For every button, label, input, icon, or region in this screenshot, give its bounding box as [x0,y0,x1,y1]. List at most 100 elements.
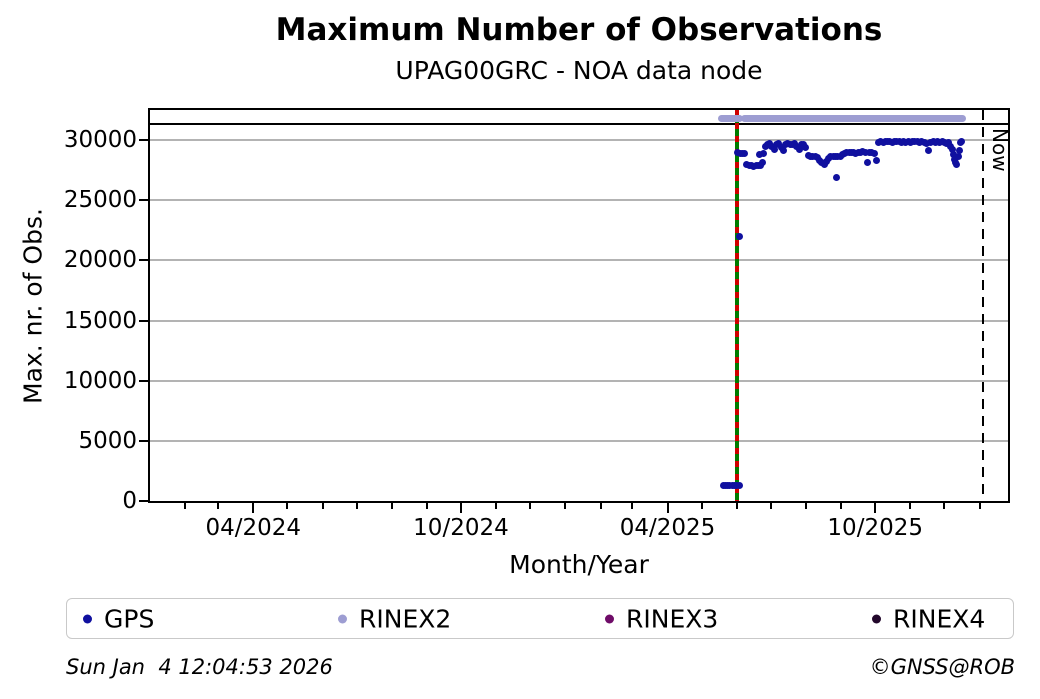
gps-data-point [953,160,961,168]
x-minor-tick [599,503,602,509]
x-minor-tick [700,503,703,509]
gps-data-point [957,138,965,146]
x-minor-tick [631,503,634,509]
gps-data-point [802,143,810,151]
x-major-tick [459,503,462,513]
x-minor-tick [564,503,567,509]
x-minor-tick [355,503,358,509]
plot-frame [148,108,1010,503]
gps-data-point [759,159,767,167]
gps-data-point [925,147,933,155]
legend: GPS RINEX2 RINEX3 RINEX4 [66,598,1014,639]
rinex2-marker-icon [338,614,347,623]
copyright: ©GNSS@ROB [869,655,1015,679]
gps-data-point [768,142,776,150]
x-minor-tick [217,503,220,509]
y-tick-label: 15000 [63,307,137,334]
y-tick-label: 10000 [63,367,137,394]
gridline [150,199,1008,202]
x-minor-tick [943,503,946,509]
now-label: Now [988,128,1013,172]
gps-data-point [741,149,749,157]
plot-area: Now [150,110,1013,501]
y-tick [139,319,148,322]
gps-data-point [948,146,956,154]
gridline [150,139,1008,142]
rinex2-availability-bar [740,114,967,123]
gridline [150,439,1008,442]
gps-data-point [946,142,954,150]
gps-data-point [922,139,930,147]
gps-data-point [779,147,787,155]
gps-data-point [863,159,871,167]
legend-item-rinex2: RINEX2 [338,606,451,631]
x-minor-tick [529,503,532,509]
x-minor-tick [804,503,807,509]
legend-label: RINEX4 [893,604,986,633]
y-tick-label: 30000 [63,127,137,154]
gridline [150,259,1008,262]
chart-title: Maximum Number of Observations [275,12,883,48]
rinex4-marker-icon [872,614,881,623]
gps-data-point [954,153,962,161]
gps-data-point [822,158,830,166]
y-tick [139,139,148,142]
event-line-dashed [735,110,739,501]
y-tick [139,259,148,262]
x-tick-label: 10/2025 [827,515,923,541]
gps-data-point [793,142,801,150]
x-major-tick [252,503,255,513]
gps-data-point [735,233,743,241]
x-minor-tick [184,503,187,509]
y-tick-label: 0 [122,488,137,514]
gps-data-point [861,149,869,157]
gps-marker-icon [83,614,92,623]
chart-subtitle: UPAG00GRC - NOA data node [395,56,763,85]
x-minor-tick [390,503,393,509]
legend-item-rinex3: RINEX3 [605,606,718,631]
gps-data-point [951,155,959,163]
x-tick-label: 04/2024 [205,515,302,541]
max-threshold-line [150,122,1008,126]
x-minor-tick [978,503,981,509]
x-minor-tick [909,503,912,509]
gps-data-point [950,151,958,158]
gps-data-point [945,138,953,146]
x-minor-tick [286,503,289,509]
x-major-tick [874,503,877,513]
legend-label: GPS [104,604,155,633]
gps-data-point [760,149,768,157]
x-minor-tick [840,503,843,509]
rinex2-availability-bar [718,114,743,123]
rinex3-marker-icon [605,614,614,623]
timestamp: Sun Jan 4 12:04:53 2026 [66,655,333,679]
gps-data-point [755,151,763,158]
y-tick [139,379,148,382]
x-minor-tick [425,503,428,509]
gridline [150,319,1008,322]
legend-label: RINEX2 [359,604,452,633]
y-tick [139,500,148,502]
gps-data-point [735,482,743,490]
now-line [981,110,985,501]
legend-item-rinex4: RINEX4 [872,606,985,631]
x-major-tick [666,503,669,513]
y-tick-label: 25000 [63,187,137,214]
gps-data-point [820,161,828,169]
y-tick [139,439,148,442]
x-axis-label: Month/Year [509,550,649,579]
gps-data-point [795,146,803,154]
gps-data-point [777,143,785,151]
legend-label: RINEX3 [626,604,719,633]
gps-data-point [833,173,841,181]
x-minor-tick [735,503,738,509]
x-minor-tick [495,503,498,509]
y-tick-label: 20000 [63,247,137,274]
x-tick-label: 10/2024 [413,515,509,541]
x-tick-label: 04/2025 [619,515,716,541]
gps-data-point [775,140,783,148]
y-tick-label: 5000 [78,427,137,454]
gps-data-point [757,162,765,170]
gps-data-point [770,146,778,154]
